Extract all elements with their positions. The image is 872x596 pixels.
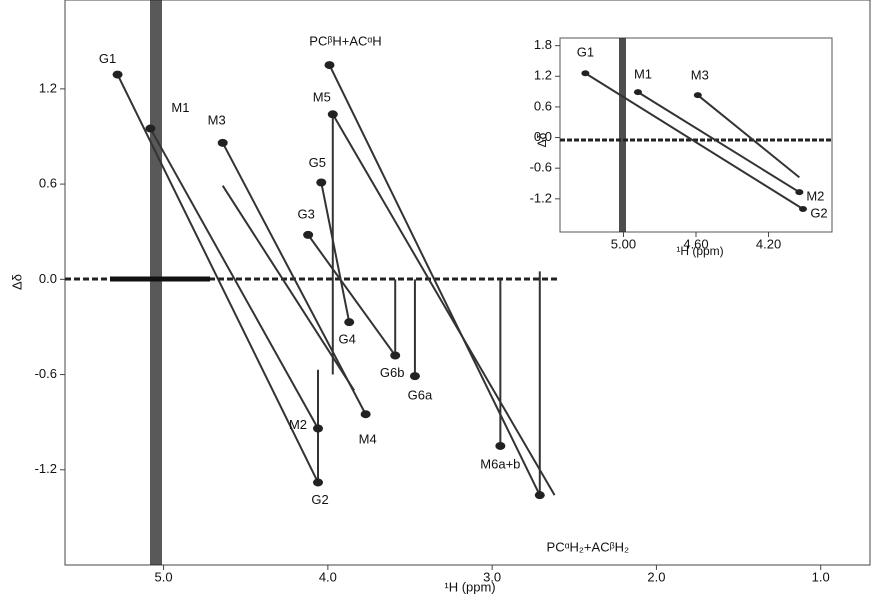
peak: [113, 71, 123, 79]
peak-label: M3: [691, 68, 709, 83]
peak-label: G2: [311, 492, 328, 507]
peak-label: G6b: [380, 365, 405, 380]
peak-label: PCᵅH₂+ACᵝH₂: [547, 540, 630, 555]
peak: [313, 478, 323, 486]
peak: [535, 491, 545, 499]
peak: [316, 179, 326, 187]
peak: [634, 89, 642, 95]
y-tick-label: 0.6: [39, 176, 57, 191]
peak-label: M5: [313, 90, 331, 105]
peak-label: M2: [289, 417, 307, 432]
peak-label: M1: [634, 67, 652, 82]
inset-solvent-streak: [619, 38, 626, 232]
peak-label: M3: [208, 112, 226, 127]
x-tick-label: 5.0: [155, 569, 173, 584]
peak: [145, 125, 155, 133]
x-tick-label: 3.0: [483, 569, 501, 584]
figure: ¹H (ppm) Δδ ¹H (ppm) Δδ 1.20.60.0-0.6-1.…: [0, 0, 872, 596]
solvent-streak: [150, 0, 162, 565]
peak: [361, 410, 371, 418]
peak-label: G4: [339, 332, 356, 347]
peak-label: M4: [359, 432, 377, 447]
peak: [795, 189, 803, 195]
peak: [328, 110, 338, 118]
peak: [325, 61, 335, 69]
peak-label: G6a: [408, 388, 433, 403]
y-tick-label: -1.2: [35, 461, 57, 476]
peak: [390, 352, 400, 360]
y-axis-title: Δδ: [9, 274, 24, 290]
peak-label: G5: [309, 155, 326, 170]
x-tick-label: 4.0: [319, 569, 337, 584]
x-tick-label: 1.0: [812, 569, 830, 584]
y-tick-label: -1.2: [530, 190, 552, 205]
peak: [495, 442, 505, 450]
peak-label: G1: [577, 45, 594, 60]
y-tick-label: 1.8: [534, 37, 552, 52]
x-tick-label: 4.60: [683, 236, 708, 251]
peak: [303, 231, 313, 239]
y-tick-label: 0.0: [39, 271, 57, 286]
peak-label: M1: [171, 100, 189, 115]
peak: [313, 425, 323, 433]
peak: [581, 70, 589, 76]
peak-label: PCᵝH+ACᵅH: [309, 34, 381, 49]
peak-label: G2: [810, 205, 827, 220]
y-tick-label: 1.2: [39, 80, 57, 95]
y-tick-label: 1.2: [534, 68, 552, 83]
peak: [799, 206, 807, 212]
x-tick-label: 2.0: [647, 569, 665, 584]
peak: [218, 139, 228, 147]
peak: [694, 92, 702, 98]
peak: [344, 318, 354, 326]
y-tick-label: -0.6: [530, 160, 552, 175]
x-tick-label: 4.20: [756, 236, 781, 251]
peak: [410, 372, 420, 380]
y-tick-label: 0.6: [534, 98, 552, 113]
y-tick-label: 0.0: [534, 129, 552, 144]
y-tick-label: -0.6: [35, 366, 57, 381]
peak-label: G3: [297, 206, 314, 221]
peak-label: G1: [99, 51, 116, 66]
x-tick-label: 5.00: [611, 236, 636, 251]
peak-label: M2: [806, 189, 824, 204]
peak-label: M6a+b: [480, 456, 520, 471]
